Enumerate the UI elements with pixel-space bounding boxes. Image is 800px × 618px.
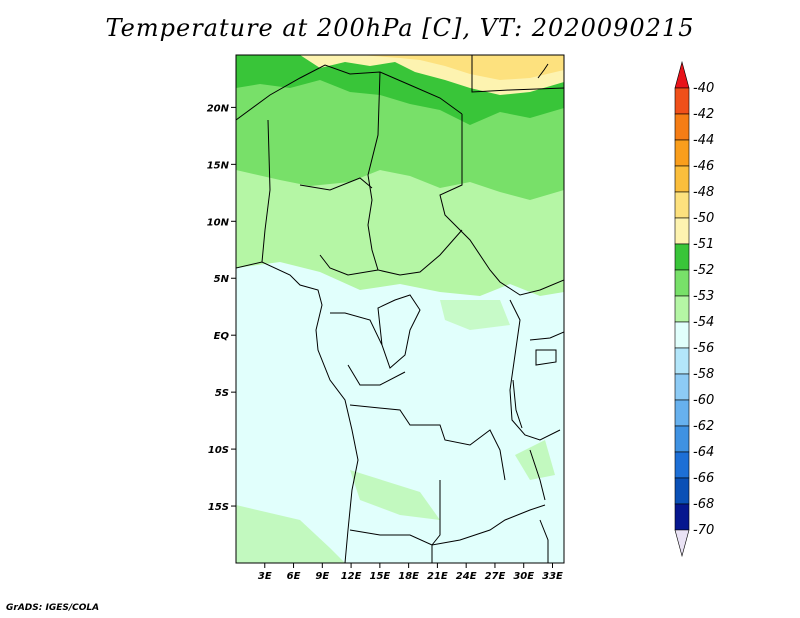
fill-patch-south-central <box>350 470 440 520</box>
colorbar-label: -66 <box>693 471 714 486</box>
colorbar-label: -68 <box>693 497 714 512</box>
chart-title: Temperature at 200hPa [C], VT: 202009021… <box>105 14 695 42</box>
lat-tick-label: 10S <box>208 445 229 456</box>
colorbar-label: -50 <box>693 211 714 226</box>
fill-patch-south-west <box>236 505 345 563</box>
colorbar-segment <box>674 139 690 167</box>
lat-tick-label: 15N <box>207 160 230 171</box>
colorbar-segment <box>674 165 690 193</box>
colorbar-label: -70 <box>693 523 714 538</box>
colorbar-segment <box>674 217 690 245</box>
boundary-line <box>509 299 561 441</box>
boundary-line <box>299 177 373 191</box>
credit-label: GrADS: IGES/COLA <box>6 603 100 613</box>
colorbar-segment <box>674 399 690 427</box>
colorbar-label: -64 <box>693 445 714 460</box>
boundary-line <box>367 71 463 276</box>
latitude-ticks: 20N 15N 10N 5N EQ 5S 10S 15S <box>207 103 236 513</box>
lake-malawi <box>529 449 546 501</box>
red-sea-coast <box>537 63 549 79</box>
colorbar-segment <box>674 113 690 141</box>
colorbar-label: -40 <box>693 81 714 96</box>
lon-tick-label: 33E <box>542 571 563 582</box>
lake-tanganyika <box>512 379 523 429</box>
colorbar-label: -58 <box>693 367 714 382</box>
fill-patch-central <box>440 300 510 330</box>
colorbar-segment <box>674 321 690 349</box>
colorbar-segment <box>674 477 690 505</box>
lat-tick-label: 20N <box>207 103 230 114</box>
colorbar-label: -48 <box>693 185 714 200</box>
fill-band-48-50 <box>360 55 564 80</box>
boundary-line <box>236 64 463 121</box>
colorbar-segment <box>674 60 690 89</box>
boundary-line <box>319 254 379 276</box>
lon-tick-label: 24E <box>456 571 477 582</box>
boundary-line <box>529 331 564 341</box>
boundary-line <box>261 119 271 263</box>
colorbar-segment <box>674 503 690 531</box>
lat-tick-label: 5N <box>214 274 230 285</box>
colorbar-label: -52 <box>693 263 714 278</box>
boundary-line <box>539 519 549 563</box>
lon-tick-label: 12E <box>341 571 362 582</box>
lon-tick-label: 9E <box>315 571 329 582</box>
coastline <box>236 261 359 563</box>
temperature-fill <box>236 55 564 563</box>
boundary-line <box>349 404 506 481</box>
lon-tick-label: 27E <box>485 571 506 582</box>
lon-tick-label: 6E <box>287 571 301 582</box>
colorbar-segment <box>674 243 690 271</box>
colorbar-segment <box>674 373 690 401</box>
colorbar-label: -54 <box>693 315 714 330</box>
colorbar-segment <box>674 529 690 558</box>
lat-tick-label: 15S <box>208 502 229 513</box>
lon-tick-label: 15E <box>369 571 390 582</box>
colorbar-label: -46 <box>693 159 714 174</box>
country-boundaries <box>236 55 564 563</box>
boundary-line <box>330 294 421 369</box>
boundary-line <box>347 364 406 386</box>
boundary-line <box>349 504 546 546</box>
lon-tick-label: 3E <box>258 571 272 582</box>
colorbar-segment <box>674 347 690 375</box>
lon-tick-label: 30E <box>513 571 534 582</box>
colorbar-label: -44 <box>693 133 714 148</box>
colorbar-label: -60 <box>693 393 714 408</box>
colorbar-segment <box>674 191 690 219</box>
lon-tick-label: 21E <box>427 571 448 582</box>
colorbar-segment <box>674 87 690 115</box>
lon-tick-label: 18E <box>398 571 419 582</box>
colorbar-segment <box>674 425 690 453</box>
lake-victoria <box>535 349 557 366</box>
longitude-ticks: 3E 6E 9E 12E 15E 18E 21E 24E 27E 30E 33E <box>258 563 563 582</box>
colorbar-label: -53 <box>693 289 714 304</box>
colorbar-segment <box>674 451 690 479</box>
boundary-line <box>431 480 441 563</box>
fill-patch-east <box>515 440 555 480</box>
boundary-line <box>439 114 564 296</box>
lat-tick-label: 10N <box>207 217 230 228</box>
colorbar-label: -42 <box>693 107 714 122</box>
colorbar-label: -62 <box>693 419 714 434</box>
colorbar-label: -56 <box>693 341 714 356</box>
map-frame <box>235 54 565 564</box>
lat-tick-label: 5S <box>215 388 229 399</box>
colorbar-segment <box>674 269 690 297</box>
colorbar-label: -51 <box>693 237 714 252</box>
colorbar-segment <box>674 295 690 323</box>
boundary-line <box>471 55 564 93</box>
colorbar: -40 -42 -44 -46 -48 -50 -51 -52 -53 -54 -56 -58 -60 -… <box>674 60 714 558</box>
lat-tick-label: EQ <box>214 331 230 342</box>
